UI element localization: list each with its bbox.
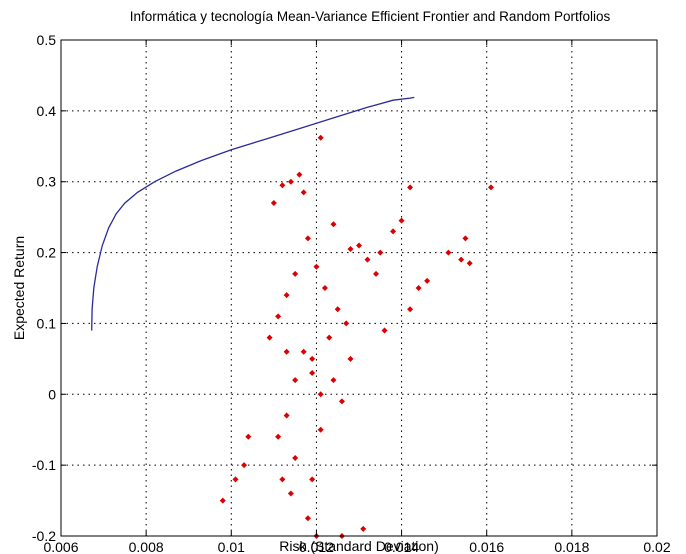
portfolio-point	[287, 490, 294, 497]
portfolio-point	[343, 320, 350, 327]
y-tick-label: -0.2	[32, 528, 56, 544]
portfolio-point	[219, 497, 226, 504]
portfolio-point	[330, 221, 337, 228]
portfolio-point	[292, 377, 299, 384]
portfolio-point	[390, 228, 397, 235]
y-tick-label: -0.1	[32, 457, 56, 473]
portfolio-point	[373, 270, 380, 277]
portfolio-point	[347, 355, 354, 362]
portfolio-point	[462, 235, 469, 242]
portfolio-point	[364, 256, 371, 263]
portfolio-point	[309, 476, 316, 483]
portfolio-point	[377, 249, 384, 256]
y-tick-label: 0.3	[37, 174, 57, 190]
portfolio-point	[304, 515, 311, 522]
portfolio-point	[338, 398, 345, 405]
portfolio-point	[407, 306, 414, 313]
y-axis-tick-labels: -0.2 -0.1 0 0.1 0.2 0.3 0.4 0.5	[32, 32, 56, 544]
portfolio-point	[326, 334, 333, 341]
portfolio-point	[300, 348, 307, 355]
y-tick-label: 0	[48, 386, 56, 402]
x-tick-label: 0.018	[554, 539, 589, 554]
x-tick-label: 0.012	[299, 539, 334, 554]
x-tick-label: 0.016	[469, 539, 504, 554]
portfolio-point	[287, 178, 294, 185]
x-axis-label: Risk (Standard Deviation)	[279, 538, 439, 554]
portfolio-point	[309, 355, 316, 362]
x-tick-label: 0.008	[129, 539, 164, 554]
portfolio-point	[283, 348, 290, 355]
portfolio-point	[445, 249, 452, 256]
portfolio-point	[415, 285, 422, 291]
x-axis-tick-labels: 0.006 0.008 0.01 0.012 0.014 0.016 0.018 0.02	[43, 539, 670, 554]
portfolio-point	[356, 242, 362, 249]
efficient-frontier-series	[91, 96, 415, 331]
portfolio-point	[360, 525, 367, 532]
portfolio-point	[232, 476, 239, 483]
y-tick-label: 0.1	[37, 315, 57, 331]
portfolio-point	[334, 306, 341, 313]
axis-ticks	[60, 39, 658, 537]
portfolio-point	[283, 292, 290, 299]
portfolio-point	[321, 285, 328, 291]
portfolio-point	[245, 433, 252, 440]
portfolio-point	[296, 171, 303, 178]
portfolio-point	[309, 370, 316, 377]
portfolio-point	[487, 184, 494, 191]
portfolio-point	[266, 334, 273, 341]
portfolio-point	[381, 327, 388, 334]
portfolio-point	[300, 189, 307, 196]
portfolio-point	[279, 182, 286, 189]
portfolio-point	[241, 462, 248, 469]
random-portfolios-series	[219, 134, 494, 539]
portfolio-point	[304, 235, 311, 242]
plot-frame	[60, 39, 658, 537]
y-axis-label: Expected Return	[11, 236, 27, 340]
portfolio-point	[424, 277, 431, 284]
portfolio-point	[458, 256, 465, 263]
portfolio-point	[275, 313, 282, 320]
efficient-frontier-line	[91, 96, 415, 331]
chart-title: Informática y tecnología Mean-Variance E…	[130, 9, 611, 24]
portfolio-point	[283, 412, 290, 419]
portfolio-point	[398, 217, 405, 224]
x-tick-label: 0.01	[218, 539, 245, 554]
portfolio-point	[317, 391, 324, 398]
y-tick-label: 0.4	[37, 103, 57, 119]
portfolio-point	[317, 134, 324, 141]
x-tick-label: 0.014	[384, 539, 419, 554]
x-tick-label: 0.02	[643, 539, 670, 554]
x-tick-label: 0.006	[43, 539, 78, 554]
portfolio-point	[347, 246, 354, 253]
portfolio-point	[279, 476, 286, 483]
portfolio-point	[292, 455, 299, 462]
portfolio-point	[313, 263, 320, 270]
portfolio-point	[330, 377, 337, 384]
y-tick-label: 0.5	[37, 32, 57, 48]
y-tick-label: 0.2	[37, 245, 57, 261]
portfolio-point	[275, 433, 282, 440]
portfolio-point	[292, 270, 299, 277]
portfolio-point	[317, 426, 324, 433]
portfolio-point	[270, 199, 277, 206]
portfolio-point	[407, 184, 414, 191]
portfolio-point	[466, 260, 473, 267]
